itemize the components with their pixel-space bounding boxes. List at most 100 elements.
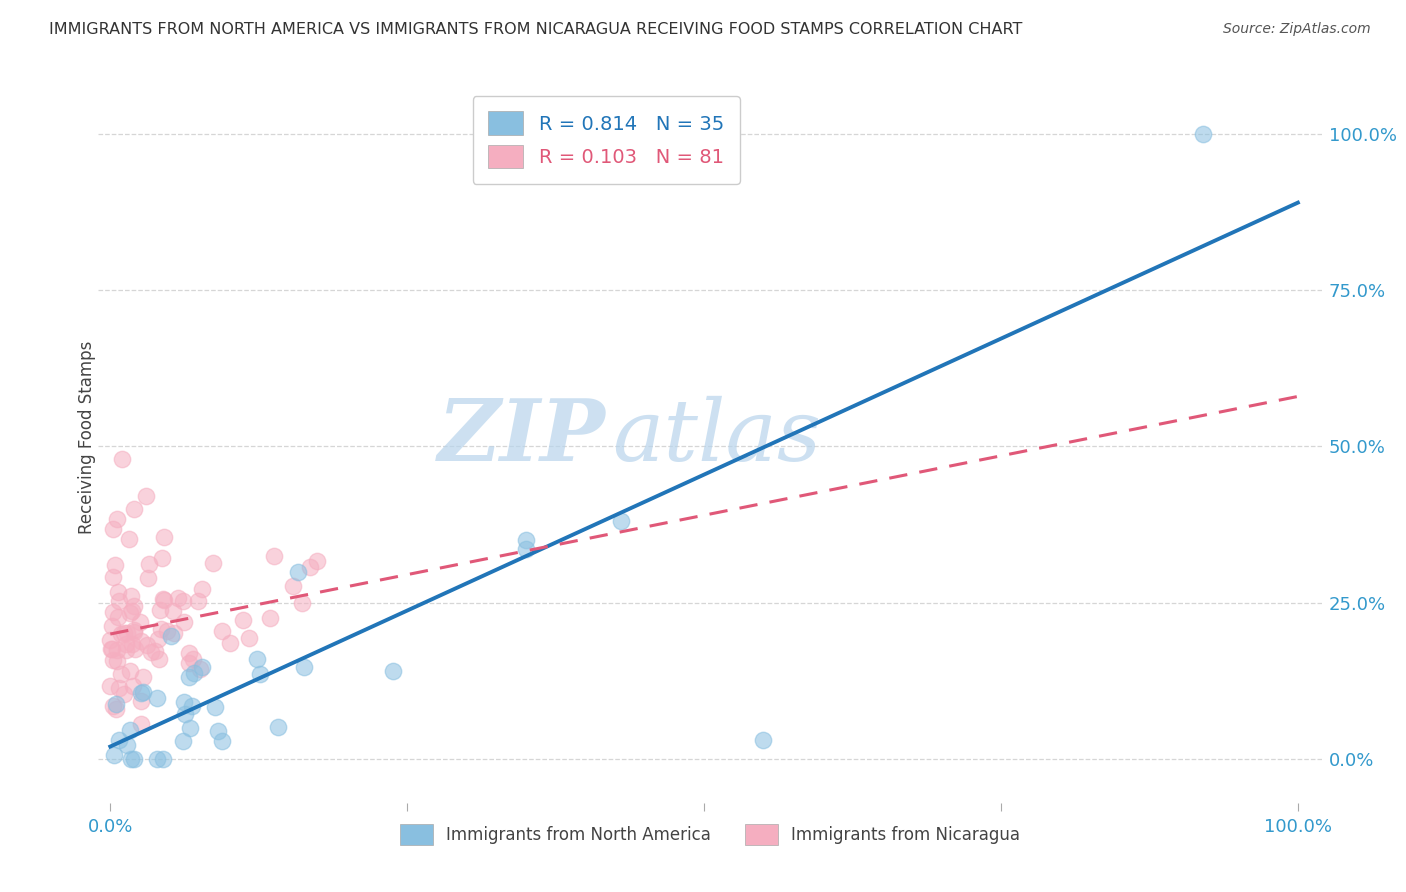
Point <box>149 603 172 617</box>
Point <box>129 615 152 629</box>
Point <box>232 613 254 627</box>
Point <box>100 679 122 693</box>
Point <box>118 664 141 678</box>
Point <box>211 734 233 748</box>
Point <box>218 636 240 650</box>
Point <box>752 733 775 747</box>
Text: atlas: atlas <box>612 396 821 478</box>
Point <box>129 686 152 700</box>
Point <box>118 532 141 546</box>
Point <box>180 698 202 713</box>
Point <box>105 643 128 657</box>
Point <box>120 606 142 620</box>
Point <box>145 690 167 705</box>
Point <box>163 626 186 640</box>
Point <box>190 582 212 596</box>
Point <box>146 752 169 766</box>
Point <box>160 629 183 643</box>
Point <box>120 752 142 766</box>
Point <box>187 594 209 608</box>
Point <box>149 622 172 636</box>
Point <box>173 706 195 721</box>
Y-axis label: Receiving Food Stamps: Receiving Food Stamps <box>79 341 96 533</box>
Point <box>201 557 224 571</box>
Point <box>610 515 633 529</box>
Point <box>108 732 131 747</box>
Point <box>105 654 128 668</box>
Point <box>152 530 174 544</box>
Point <box>112 626 135 640</box>
Point <box>298 560 321 574</box>
Text: IMMIGRANTS FROM NORTH AMERICA VS IMMIGRANTS FROM NICARAGUA RECEIVING FOOD STAMPS: IMMIGRANTS FROM NORTH AMERICA VS IMMIGRA… <box>49 22 1022 37</box>
Point <box>115 643 138 657</box>
Point <box>152 591 174 606</box>
Point <box>150 551 173 566</box>
Point <box>177 646 200 660</box>
Point <box>122 752 145 766</box>
Point <box>100 633 122 648</box>
Point <box>292 660 315 674</box>
Point <box>107 585 129 599</box>
Point <box>153 592 176 607</box>
Point <box>152 752 174 766</box>
Point <box>124 642 146 657</box>
Point <box>103 605 125 619</box>
Point <box>100 642 122 657</box>
Point <box>101 653 124 667</box>
Point <box>122 623 145 637</box>
Point <box>115 626 138 640</box>
Point <box>172 734 194 748</box>
Point <box>132 684 155 698</box>
Point <box>381 664 404 678</box>
Point <box>179 721 201 735</box>
Point <box>173 695 195 709</box>
Point <box>263 549 285 563</box>
Point <box>100 619 122 633</box>
Point <box>103 570 125 584</box>
Point <box>122 599 145 613</box>
Point <box>191 660 214 674</box>
Point <box>283 579 305 593</box>
Point <box>121 604 143 618</box>
Point <box>238 632 260 646</box>
Point <box>122 680 145 694</box>
Point <box>249 667 271 681</box>
Point <box>267 720 290 734</box>
Point <box>104 702 127 716</box>
Point <box>110 627 132 641</box>
Point <box>103 748 125 763</box>
Point <box>108 594 131 608</box>
Point <box>129 717 152 731</box>
Point <box>121 637 143 651</box>
Point <box>138 557 160 571</box>
Point <box>287 565 309 579</box>
Point <box>162 604 184 618</box>
Point <box>129 634 152 648</box>
Point <box>183 652 205 666</box>
Point <box>136 570 159 584</box>
Point <box>156 624 179 638</box>
Point <box>172 594 194 608</box>
Point <box>129 694 152 708</box>
Point <box>107 610 129 624</box>
Point <box>177 670 200 684</box>
Text: Source: ZipAtlas.com: Source: ZipAtlas.com <box>1223 22 1371 37</box>
Text: ZIP: ZIP <box>439 395 606 479</box>
Point <box>305 554 328 568</box>
Point <box>1192 127 1215 141</box>
Point <box>167 591 190 605</box>
Point <box>110 666 132 681</box>
Point <box>183 665 205 680</box>
Point <box>204 699 226 714</box>
Point <box>143 643 166 657</box>
Point <box>100 642 122 657</box>
Point <box>104 697 127 711</box>
Point <box>259 611 281 625</box>
Point <box>122 502 145 516</box>
Point <box>111 452 134 467</box>
Point <box>135 638 157 652</box>
Point <box>245 652 267 666</box>
Point <box>515 533 537 548</box>
Point <box>104 558 127 573</box>
Point <box>148 632 170 646</box>
